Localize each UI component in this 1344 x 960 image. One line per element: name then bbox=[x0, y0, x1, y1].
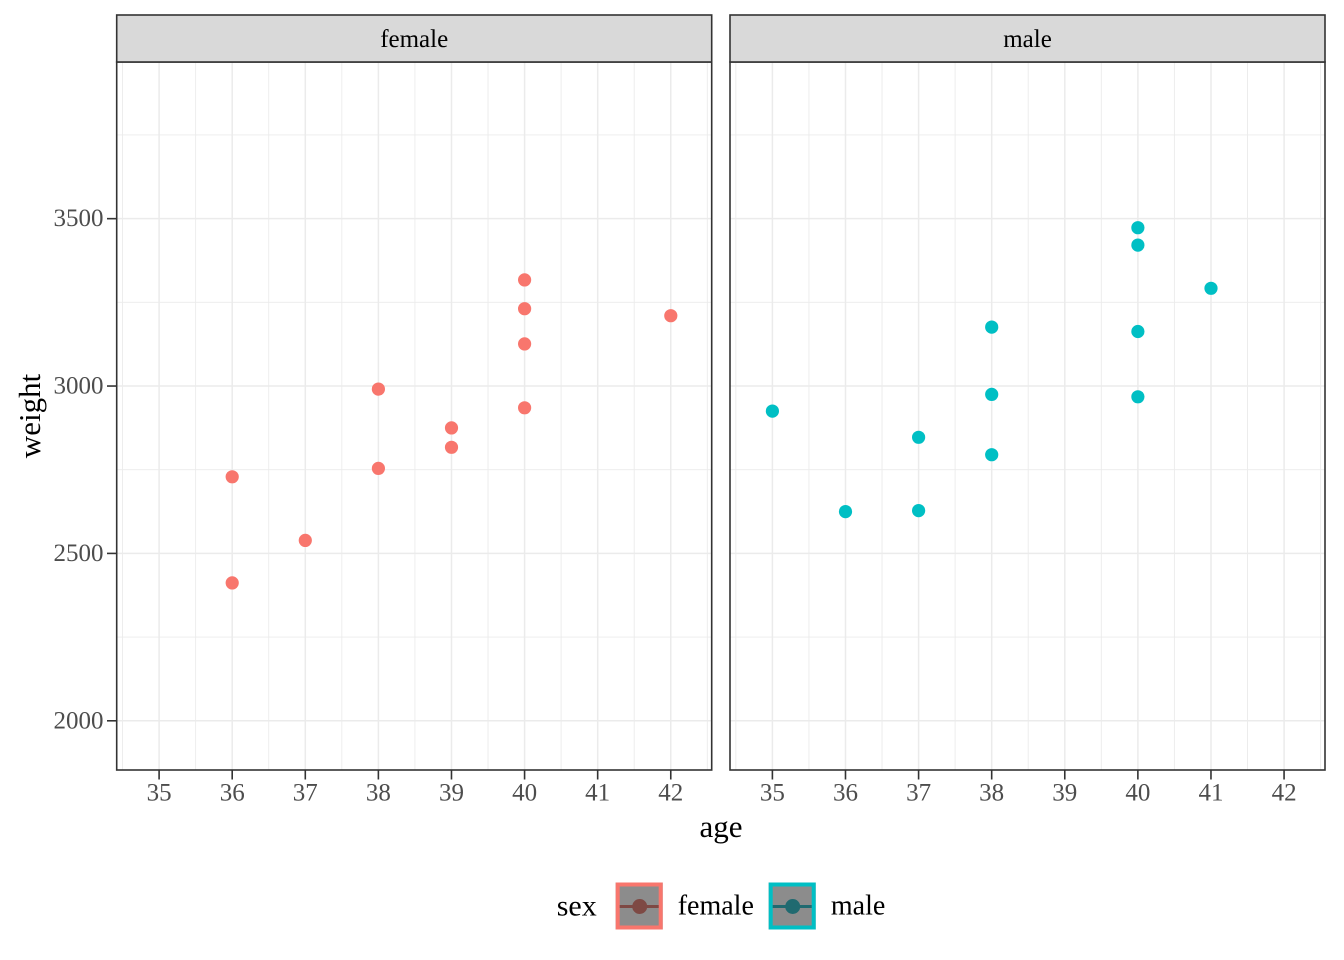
data-point bbox=[518, 337, 532, 351]
y-tick-label: 3500 bbox=[54, 205, 104, 232]
data-point bbox=[444, 440, 459, 454]
facet-panel-male: male 35 36 37 38 39 40 41 42 bbox=[729, 14, 1326, 807]
data-point bbox=[912, 504, 926, 518]
data-point bbox=[838, 505, 853, 519]
data-point bbox=[1131, 390, 1145, 404]
data-points-female bbox=[225, 273, 678, 590]
data-point bbox=[518, 401, 532, 415]
x-tick-label: 37 bbox=[906, 780, 931, 807]
x-tick-label: 35 bbox=[760, 780, 785, 807]
data-point bbox=[985, 320, 999, 334]
x-axis-ticks: 35 36 37 38 39 40 41 42 bbox=[760, 770, 1297, 807]
x-tick-label: 36 bbox=[220, 780, 245, 807]
x-axis-title: age bbox=[699, 809, 743, 844]
facet-strip-female bbox=[115, 14, 713, 63]
data-point bbox=[1131, 221, 1145, 235]
gridlines bbox=[730, 62, 1325, 770]
x-tick-label: 39 bbox=[439, 780, 464, 807]
x-tick-label: 40 bbox=[512, 780, 537, 807]
x-tick-label: 41 bbox=[585, 780, 610, 807]
facet-strip-label: male bbox=[1003, 26, 1052, 53]
x-tick-label: 41 bbox=[1198, 780, 1223, 807]
legend-title: sex bbox=[556, 889, 597, 922]
data-point bbox=[664, 309, 678, 323]
x-axis-ticks: 35 36 37 38 39 40 41 42 bbox=[147, 770, 683, 807]
x-tick-label: 40 bbox=[1125, 780, 1150, 807]
data-point bbox=[225, 576, 239, 590]
data-point bbox=[225, 470, 239, 484]
y-axis-ticks: 2000 2500 3000 3500 bbox=[54, 205, 117, 734]
x-tick-label: 42 bbox=[658, 780, 683, 807]
data-points-male bbox=[765, 221, 1218, 519]
data-point bbox=[912, 430, 926, 444]
x-tick-label: 38 bbox=[366, 780, 391, 807]
legend-key-female-dot bbox=[631, 898, 647, 914]
x-tick-label: 38 bbox=[979, 780, 1004, 807]
y-axis-title: weight bbox=[12, 373, 47, 459]
data-point bbox=[985, 387, 999, 401]
legend-key-male-icon bbox=[768, 882, 816, 930]
x-tick-label: 36 bbox=[833, 780, 858, 807]
y-tick-label: 3000 bbox=[54, 373, 104, 400]
legend-key-female-icon bbox=[615, 882, 663, 930]
facet-strip-label: female bbox=[380, 26, 448, 53]
gridlines bbox=[116, 62, 712, 770]
facet-strip-male bbox=[729, 14, 1326, 63]
facet-panel-female: female 35 36 37 38 39 40 41 42 bbox=[115, 14, 713, 807]
x-tick-label: 42 bbox=[1272, 780, 1297, 807]
data-point bbox=[444, 421, 459, 435]
legend-label-male: male bbox=[830, 890, 886, 921]
data-point bbox=[518, 302, 532, 316]
data-point bbox=[518, 273, 532, 287]
data-point bbox=[1131, 238, 1145, 252]
legend-key-male-dot bbox=[784, 898, 800, 914]
data-point bbox=[985, 448, 999, 462]
x-tick-label: 35 bbox=[147, 780, 172, 807]
data-point bbox=[765, 404, 780, 418]
data-point bbox=[1204, 281, 1218, 295]
y-tick-label: 2500 bbox=[54, 540, 104, 567]
x-tick-label: 39 bbox=[1052, 780, 1077, 807]
legend: sex female male bbox=[556, 882, 886, 930]
legend-label-female: female bbox=[677, 890, 754, 921]
data-point bbox=[1131, 324, 1145, 339]
data-point bbox=[371, 382, 385, 396]
x-tick-label: 37 bbox=[293, 780, 318, 807]
y-tick-label: 2000 bbox=[54, 707, 104, 734]
data-point bbox=[371, 461, 385, 475]
data-point bbox=[298, 533, 312, 548]
